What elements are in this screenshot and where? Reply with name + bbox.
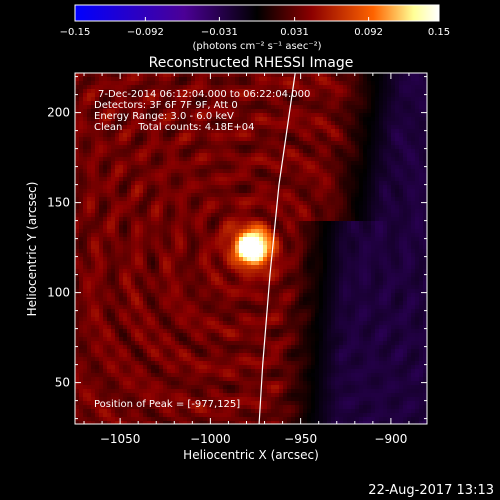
colorbar-tick-label: 0.031 — [280, 27, 309, 38]
x-tick-label: −900 — [374, 432, 407, 446]
plot-frame — [74, 72, 428, 425]
colorbar-tick-label: 0.15 — [428, 27, 450, 38]
x-tick-label: −950 — [284, 432, 317, 446]
chart-title: Reconstructed RHESSI Image — [149, 55, 354, 71]
annotation-peak-position: Position of Peak = [-977,125] — [94, 399, 240, 410]
colorbar-tick-label: −0.15 — [60, 27, 91, 38]
x-axis: −1050 −1000 −950 −900 — [83, 73, 428, 446]
annotation-clean-counts: Clean Total counts: 4.18E+04 — [94, 122, 254, 133]
colorbar-tick-label: 0.092 — [354, 27, 383, 38]
x-tick-label: −1050 — [100, 432, 141, 446]
annotation-energy-range: Energy Range: 3.0 - 6.0 keV — [94, 111, 234, 122]
y-axis-label: Heliocentric Y (arcsec) — [25, 182, 39, 317]
y-tick-label: 100 — [47, 286, 70, 300]
y-axis: 50 100 150 200 — [47, 76, 427, 420]
colorbar — [74, 4, 440, 22]
x-axis-label: Heliocentric X (arcsec) — [183, 448, 319, 462]
y-tick-label: 50 — [55, 376, 70, 390]
annotation-detectors: Detectors: 3F 6F 7F 9F, Att 0 — [94, 100, 238, 111]
timestamp: 22-Aug-2017 13:13 — [368, 483, 494, 498]
annotation-time-range: 7-Dec-2014 06:12:04.000 to 06:22:04.000 — [98, 89, 310, 100]
colorbar-unit-label: (photons cm⁻² s⁻¹ asec⁻²) — [192, 41, 321, 52]
colorbar-tick-label: −0.092 — [127, 27, 164, 38]
solar-limb-line — [258, 73, 296, 424]
y-tick-label: 200 — [47, 106, 70, 120]
x-tick-label: −1000 — [190, 432, 231, 446]
y-tick-label: 150 — [47, 196, 70, 210]
colorbar-tick-label: −0.031 — [201, 27, 238, 38]
colorbar-ticks: −0.15 −0.092 −0.031 0.031 0.092 0.15 — [60, 17, 450, 38]
heatmap-image — [75, 73, 427, 424]
